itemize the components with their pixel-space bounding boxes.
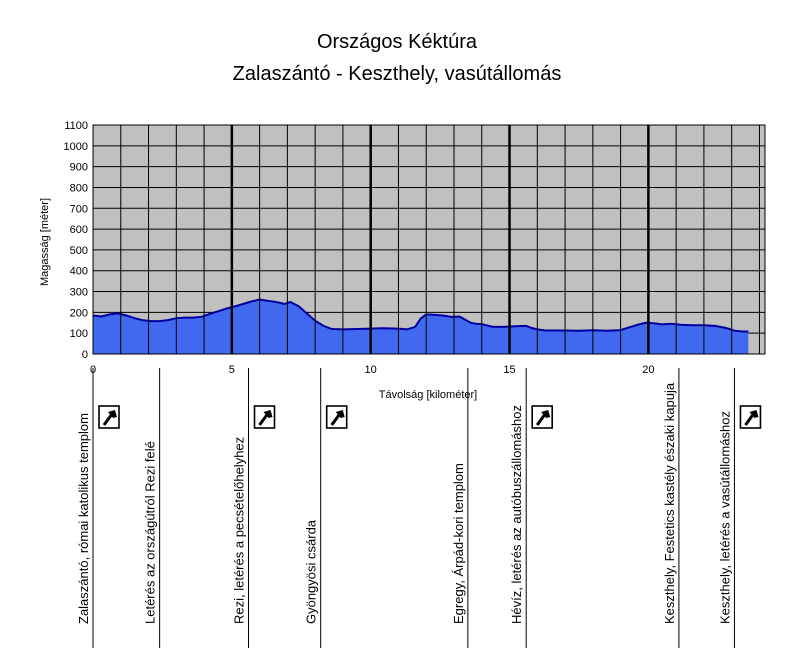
waypoint-label: Hévíz, letérés az autóbuszállomáshoz bbox=[509, 405, 524, 624]
y-tick-label: 1100 bbox=[64, 120, 88, 132]
waypoint: Zalaszántó, római katolikus templom bbox=[76, 368, 120, 648]
stamp-icon-handle bbox=[744, 413, 755, 426]
stamp-icon-head bbox=[335, 410, 345, 418]
y-axis-label: Magasság [méter] bbox=[39, 198, 51, 286]
y-tick-label: 900 bbox=[70, 162, 88, 174]
x-tick-label: 10 bbox=[365, 364, 377, 376]
chart-title-line2: Zalaszántó - Keszthely, vasútállomás bbox=[233, 63, 562, 85]
y-tick-label: 700 bbox=[70, 203, 88, 215]
stamp-icon-handle bbox=[102, 413, 114, 426]
waypoint: Egregy, Árpád-kori templom bbox=[451, 368, 469, 648]
y-tick-label: 0 bbox=[82, 349, 88, 361]
stamp-icon bbox=[531, 405, 553, 429]
stamp-icon-handle bbox=[535, 413, 547, 426]
elevation-line bbox=[92, 298, 749, 333]
stamp-icon bbox=[325, 405, 348, 429]
y-tick-label: 100 bbox=[70, 328, 88, 340]
stamp-icon-handle bbox=[330, 413, 341, 426]
plot-area: 0100200300400500600700800900100011000510… bbox=[64, 120, 766, 648]
waypoint: Rezi, letérés a pecsételőhelyhez bbox=[232, 368, 276, 648]
waypoint-label: Letérés az országútról Rezi felé bbox=[143, 441, 158, 624]
stamp-icon-head bbox=[108, 410, 117, 418]
elevation-area bbox=[93, 299, 749, 354]
waypoint: Hévíz, letérés az autóbuszállomáshoz bbox=[509, 368, 553, 648]
x-tick-label: 20 bbox=[642, 364, 654, 376]
waypoint-label: Gyöngyösi csárda bbox=[304, 519, 319, 624]
waypoint: Keszthely, Festetics kastély északi kapu… bbox=[662, 368, 680, 648]
waypoint-label: Rezi, letérés a pecsételőhelyhez bbox=[232, 437, 247, 624]
x-tick-label: 15 bbox=[503, 364, 515, 376]
stamp-icon-head bbox=[541, 410, 551, 418]
waypoint-label: Keszthely, letérés a vasútállomáshoz bbox=[717, 411, 732, 624]
stamp-icon bbox=[98, 405, 120, 429]
chart-title-line1: Országos Kéktúra bbox=[317, 31, 478, 53]
waypoint: Letérés az országútról Rezi felé bbox=[143, 368, 161, 648]
waypoint: Gyöngyösi csárda bbox=[304, 368, 348, 648]
stamp-icon bbox=[739, 405, 762, 429]
plot-border bbox=[92, 124, 766, 355]
stamp-icon-handle bbox=[258, 413, 269, 426]
y-tick-label: 300 bbox=[70, 287, 88, 299]
x-axis-label: Távolság [kilométer] bbox=[379, 389, 477, 401]
stamp-icon bbox=[253, 405, 276, 429]
stamp-icon-head bbox=[749, 410, 759, 418]
stamp-icon-head bbox=[263, 410, 273, 418]
y-tick-label: 400 bbox=[70, 266, 88, 278]
y-tick-label: 600 bbox=[70, 224, 88, 236]
waypoint: Keszthely, letérés a vasútállomáshoz bbox=[717, 368, 762, 648]
waypoint-label: Egregy, Árpád-kori templom bbox=[451, 463, 466, 624]
waypoint-label: Keszthely, Festetics kastély északi kapu… bbox=[662, 382, 677, 624]
x-tick-label: 5 bbox=[229, 364, 235, 376]
y-tick-label: 800 bbox=[70, 182, 88, 194]
y-tick-label: 200 bbox=[70, 307, 88, 319]
waypoint-label: Zalaszántó, római katolikus templom bbox=[76, 413, 91, 624]
y-tick-label: 500 bbox=[70, 245, 88, 257]
y-tick-label: 1000 bbox=[64, 141, 88, 153]
